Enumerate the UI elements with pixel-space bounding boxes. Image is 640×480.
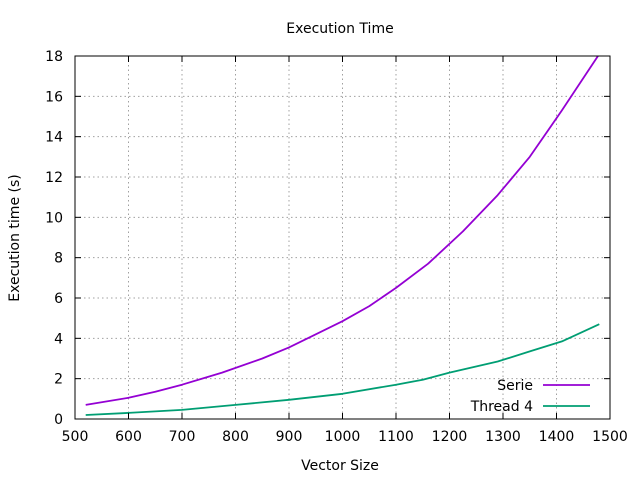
x-axis-label: Vector Size	[301, 458, 379, 474]
y-tick-label: 14	[45, 130, 63, 146]
x-tick-label: 1500	[592, 429, 628, 445]
chart-title: Execution Time	[286, 21, 393, 37]
x-tick-label: 500	[62, 429, 89, 445]
x-tick-label: 1200	[432, 429, 468, 445]
y-tick-label: 10	[45, 210, 63, 226]
y-tick-label: 8	[54, 251, 63, 267]
x-tick-label: 1100	[378, 429, 414, 445]
series-lines	[85, 56, 600, 416]
x-tick-label: 700	[169, 429, 196, 445]
series-line-thread-4	[85, 323, 600, 416]
grid	[75, 56, 610, 419]
y-tick-label: 16	[45, 89, 63, 105]
legend-label: Thread 4	[470, 399, 533, 415]
y-axis-label: Execution time (s)	[7, 174, 23, 301]
y-tick-label: 12	[45, 170, 63, 186]
x-tick-label: 1400	[539, 429, 575, 445]
x-tick-label: 800	[222, 429, 249, 445]
series-line-serie	[85, 56, 600, 406]
y-tick-label: 0	[54, 412, 63, 428]
y-tick-label: 18	[45, 49, 63, 65]
x-tick-label: 1000	[325, 429, 361, 445]
y-tick-label: 2	[54, 372, 63, 388]
axis-ticks: 500 600 700 800 900 1000 1100 1200 1300 1400 1500 0…	[45, 49, 628, 445]
x-tick-label: 900	[276, 429, 303, 445]
legend: Serie Thread 4	[470, 378, 590, 415]
y-tick-label: 4	[54, 331, 63, 347]
legend-label: Serie	[497, 378, 533, 394]
x-tick-label: 600	[115, 429, 142, 445]
y-tick-label: 6	[54, 291, 63, 307]
x-tick-label: 1300	[485, 429, 521, 445]
